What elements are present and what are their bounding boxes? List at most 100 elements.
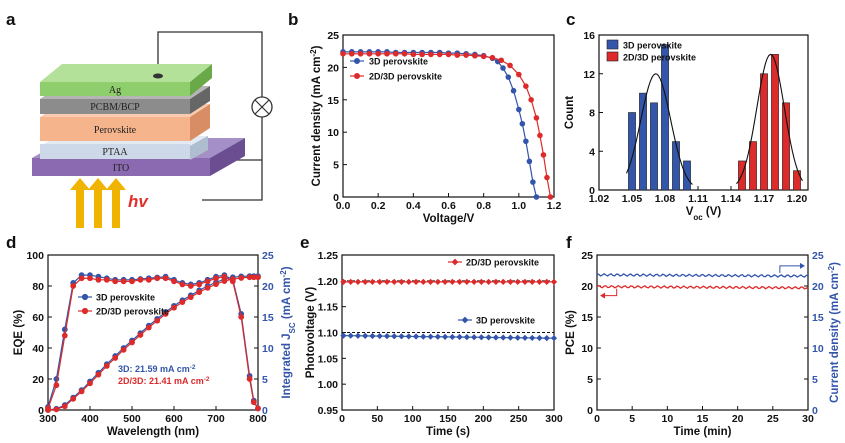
x-tick-label: 1.05 <box>622 193 643 205</box>
y2-axis-title: Current density (mA cm-2) <box>827 262 842 403</box>
photovoltage-point <box>369 278 376 285</box>
data-point <box>410 51 417 58</box>
y2-tick-label: 10 <box>262 343 274 355</box>
y-tick-label: 20 <box>327 62 339 74</box>
contact-dot <box>153 73 163 79</box>
x-tick-label: 1.20 <box>787 193 808 205</box>
current-density-trace <box>596 272 809 278</box>
photovoltage-point <box>521 334 529 341</box>
hv-label: hv <box>128 192 149 211</box>
y-tick-label: 40 <box>32 343 44 355</box>
photovoltage-point <box>405 278 412 285</box>
perovskite-layer <box>40 117 190 141</box>
gaussian-fit <box>625 73 693 185</box>
photovoltage-point <box>383 278 391 285</box>
photovoltage-point <box>521 278 529 285</box>
photovoltage-point <box>391 278 398 285</box>
jsc-point <box>78 388 85 395</box>
data-point <box>436 51 443 58</box>
x-tick-label: 400 <box>81 413 99 425</box>
jsc-point <box>229 276 236 283</box>
histogram-bar <box>672 141 680 191</box>
right-axis-arrow <box>779 265 801 273</box>
data-point <box>528 97 534 103</box>
y-tick-label: 5 <box>333 160 339 172</box>
x-tick-label: 0.0 <box>336 200 351 212</box>
jsc-point <box>213 281 219 288</box>
data-point <box>526 158 533 165</box>
photovoltage-point <box>434 333 441 340</box>
y-tick-label: 1.10 <box>318 328 339 340</box>
eqe-point <box>213 275 219 282</box>
panel-label-e: e <box>300 233 309 252</box>
x-tick-label: 0.6 <box>441 200 456 212</box>
photovoltage-point <box>398 333 405 340</box>
jsc-annotation: 3D: 21.59 mA cm-2 <box>118 364 196 375</box>
eqe-point <box>255 405 261 412</box>
pcbm-bcp-label: PCBM/BCP <box>90 102 140 113</box>
y-tick-label: 0 <box>333 192 339 204</box>
x-tick-label: 30 <box>802 413 814 425</box>
y2-tick-label: 5 <box>262 374 268 386</box>
x-tick-label: 5 <box>629 413 635 425</box>
eqe-point <box>145 276 152 283</box>
panel-label-c: c <box>566 10 575 29</box>
data-point <box>392 50 399 57</box>
x-tick-label: 25 <box>767 413 779 425</box>
legend-label: 2D/3D perovskite <box>96 307 169 317</box>
jsc-point <box>87 380 93 387</box>
x-tick-label: 250 <box>510 413 528 425</box>
data-point <box>445 51 452 58</box>
photovoltage-point <box>412 278 420 285</box>
data-point <box>472 52 478 59</box>
legend-swatch <box>606 39 619 50</box>
data-point <box>500 65 506 71</box>
eqe-point <box>162 275 169 282</box>
legend-marker <box>354 73 360 79</box>
panel-label-d: d <box>6 233 16 252</box>
photovoltage-point <box>369 332 376 340</box>
photovoltage-point <box>536 334 543 342</box>
photovoltage-point <box>449 278 456 285</box>
y-tick-label: 8 <box>589 108 595 120</box>
x-tick-label: 300 <box>545 413 563 425</box>
device-schematic: ITO PTAA Perovskite PCBM/BCP Ag hv <box>32 31 273 228</box>
x-tick-label: 500 <box>123 413 141 425</box>
photovoltage-point <box>514 278 521 285</box>
photovoltage-point <box>529 278 536 285</box>
y-tick-label: 1.00 <box>318 379 339 391</box>
x-tick-label: 0 <box>594 413 600 425</box>
chart-photovoltage: 0 50 100 150 200 250 300 0.95 1.00 1.05 1.10 1.15 1.… <box>305 250 563 438</box>
y-tick-label: 60 <box>32 312 44 324</box>
eqe-point <box>246 376 253 382</box>
jsc-point <box>103 363 110 369</box>
jsc-point <box>238 275 245 281</box>
panel-label-f: f <box>566 233 572 252</box>
photovoltage-point <box>362 332 369 339</box>
data-point <box>533 194 540 200</box>
x-tick-label: 10 <box>661 413 673 425</box>
photovoltage-point <box>536 278 543 285</box>
photovoltage-point <box>478 278 485 285</box>
photovoltage-point <box>485 278 492 285</box>
x-tick-label: 0.4 <box>406 200 421 212</box>
data-point <box>348 50 355 57</box>
y2-tick-label: 15 <box>812 312 824 324</box>
photovoltage-point <box>492 334 500 341</box>
ito-label: ITO <box>113 163 129 174</box>
data-point <box>384 50 390 57</box>
data-point <box>519 120 526 127</box>
photovoltage-point <box>507 278 514 285</box>
jsc-point <box>45 407 51 413</box>
jsc-point <box>204 284 211 291</box>
ag-label: Ag <box>109 85 121 96</box>
data-point <box>523 138 529 145</box>
data-point <box>463 52 469 58</box>
eqe-point <box>78 275 85 282</box>
x-tick-label: 20 <box>732 413 744 425</box>
data-point <box>523 83 529 89</box>
eqe-point <box>196 281 203 288</box>
photovoltage-point <box>434 278 441 285</box>
ptaa-layer <box>40 144 190 159</box>
photovoltage-point <box>456 333 463 341</box>
